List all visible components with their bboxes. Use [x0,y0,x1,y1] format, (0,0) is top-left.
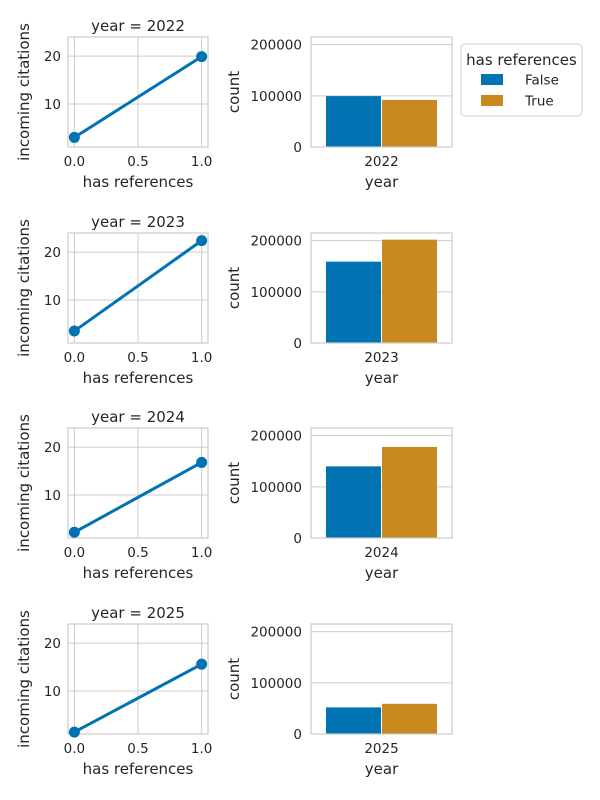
legend-label-false: False [525,73,559,89]
bar-false [326,261,381,343]
panel-5: 0.0 0.5 1.0 10 20 year = 2024 has references in… [15,408,212,582]
y-tick-label: 0 [293,531,302,547]
data-point [196,658,208,670]
x-axis-label: year [365,173,399,191]
axes-frame [310,623,453,735]
panel-title: year = 2025 [91,604,185,622]
panel-2: 0 100000 200000 2022 year count [225,36,453,191]
x-tick-label: 0.5 [127,741,148,757]
x-axis-label: has references [83,369,194,387]
y-axis-label: incoming citations [15,414,33,552]
data-point [196,235,208,247]
data-point [68,325,80,337]
x-axis-label: has references [83,760,194,778]
y-axis-label: incoming citations [15,610,33,748]
data-point [68,726,80,738]
x-tick-label: 1.0 [191,350,212,366]
y-tick-label: 10 [44,684,61,700]
y-axis-label: count [225,658,243,700]
series-line [73,461,203,534]
x-tick-label: 0.0 [64,545,85,561]
axes-frame [67,623,209,735]
bar-false [326,96,381,147]
x-axis-label: year [365,564,399,582]
x-tick-label: 0.5 [127,350,148,366]
bar-false [326,707,381,734]
panel-7: 0.0 0.5 1.0 10 20 year = 2025 has references in… [15,604,212,778]
y-tick-label: 100000 [250,676,302,692]
x-tick-label: 0.0 [64,741,85,757]
x-tick-label: 2022 [364,154,398,170]
legend-swatch-true [481,95,503,106]
bar-true [382,703,437,734]
panel-4: 0 100000 200000 2023 year count [225,232,453,387]
x-axis-label: has references [83,564,194,582]
data-point [68,526,80,538]
y-axis-label: count [225,462,243,504]
legend-swatch-false [481,74,503,85]
y-tick-label: 10 [44,97,61,113]
y-tick-label: 200000 [250,429,302,445]
x-tick-label: 2025 [364,741,398,757]
x-axis-label: has references [83,173,194,191]
series-line [73,55,203,139]
panel-8: 0 100000 200000 2025 year count [225,623,453,778]
y-tick-label: 20 [44,49,61,65]
axes-frame [67,36,209,148]
y-axis-label: count [225,267,243,309]
x-tick-label: 1.0 [191,154,212,170]
panel-6: 0 100000 200000 2024 year count [225,427,453,582]
y-tick-label: 10 [44,293,61,309]
legend-title: has references [466,51,577,69]
axes-frame [310,36,453,148]
y-axis-label: count [225,71,243,113]
data-point [196,51,208,63]
y-tick-label: 200000 [250,234,302,250]
y-tick-label: 0 [293,336,302,352]
x-axis-label: year [365,369,399,387]
x-tick-label: 0.5 [127,154,148,170]
x-axis-label: year [365,760,399,778]
y-tick-label: 0 [293,727,302,743]
y-axis-label: incoming citations [15,219,33,357]
y-tick-label: 20 [44,636,61,652]
x-tick-label: 0.0 [64,154,85,170]
y-tick-label: 200000 [250,625,302,641]
x-tick-label: 2023 [364,350,398,366]
y-axis-label: incoming citations [15,23,33,161]
bar-true [382,239,437,343]
y-tick-label: 100000 [250,480,302,496]
panel-title: year = 2024 [91,408,185,426]
axes-frame [310,427,453,539]
x-tick-label: 1.0 [191,545,212,561]
bar-true [382,446,437,538]
y-tick-label: 0 [293,140,302,156]
data-point [68,131,80,143]
x-tick-label: 0.5 [127,545,148,561]
axes-frame [310,232,453,344]
x-tick-label: 2024 [364,545,398,561]
series-line [73,662,203,734]
y-tick-label: 100000 [250,285,302,301]
data-point [196,456,208,468]
panel-title: year = 2022 [91,17,185,35]
bar-false [326,466,381,538]
y-tick-label: 100000 [250,89,302,105]
panel-title: year = 2023 [91,213,185,231]
axes-frame [67,232,209,344]
y-tick-label: 20 [44,245,61,261]
bar-true [382,99,437,147]
legend-label-true: True [524,94,554,110]
y-tick-label: 10 [44,488,61,504]
legend: has references False True [460,43,583,117]
y-tick-label: 200000 [250,38,302,54]
panel-3: 0.0 0.5 1.0 10 20 year = 2023 has references in… [15,213,212,387]
x-tick-label: 0.0 [64,350,85,366]
x-tick-label: 1.0 [191,741,212,757]
series-line [73,239,203,333]
y-tick-label: 20 [44,440,61,456]
axes-frame [67,427,209,539]
panel-1: 0.0 0.5 1.0 10 20 year = 2022 has references in… [15,17,212,191]
